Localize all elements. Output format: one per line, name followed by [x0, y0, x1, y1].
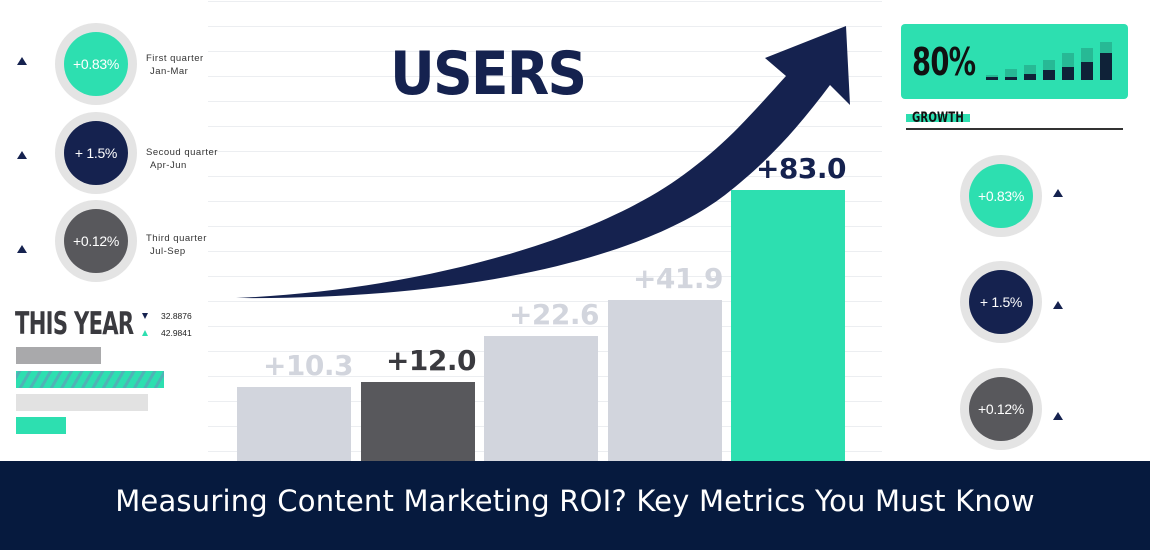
bar-2-label: +12.0 — [385, 344, 477, 377]
mini-bar — [1043, 70, 1055, 80]
quarter-label: Third quarter Jul-Sep — [146, 232, 207, 258]
growth-highlight — [906, 114, 970, 122]
bar-1 — [237, 387, 351, 461]
quarter-period: Apr-Jun — [150, 160, 187, 171]
growth-card: 80% — [901, 24, 1128, 99]
bar-2 — [361, 382, 475, 461]
this-year-bar-1 — [16, 347, 101, 364]
quarter-period: Jul-Sep — [150, 246, 186, 257]
mini-bar-bg — [1005, 69, 1017, 80]
quarter-label: Secoud quarter Apr-Jun — [146, 146, 218, 172]
triangle-up-icon — [1053, 301, 1063, 309]
bar-3 — [484, 336, 598, 461]
right-stat-ring-3: +0.12% — [960, 368, 1042, 450]
stat-value: +0.12% — [72, 233, 120, 249]
this-year-bar-3 — [16, 394, 148, 411]
quarter-name: First quarter — [146, 53, 204, 64]
footer-title: Measuring Content Marketing ROI? Key Met… — [115, 483, 1035, 518]
stat-circle: +0.12% — [969, 377, 1033, 441]
triangle-up-icon — [1053, 189, 1063, 197]
mini-bar — [1100, 53, 1112, 80]
stat-circle: +0.12% — [64, 209, 128, 273]
gridline — [208, 326, 882, 327]
quarter-stat-3: +0.12% Third quarter Jul-Sep — [0, 200, 220, 284]
stat-value: 32.8876 — [161, 311, 192, 321]
bar-4 — [608, 300, 722, 461]
stat-ring: +0.83% — [55, 23, 137, 105]
triangle-up-icon — [17, 57, 27, 65]
right-stat-ring-1: +0.83% — [960, 155, 1042, 237]
this-year-bar-4 — [16, 417, 66, 434]
triangle-down-icon — [142, 313, 148, 319]
stat-ring: + 1.5% — [55, 112, 137, 194]
gridline — [208, 126, 882, 127]
stat-circle: +0.83% — [969, 164, 1033, 228]
stat-ring: +0.12% — [55, 200, 137, 282]
gridline — [208, 1, 882, 2]
quarter-period: Jan-Mar — [150, 66, 189, 77]
mini-bar — [1005, 77, 1017, 80]
chart-title: USERS — [390, 39, 587, 109]
footer-banner: Measuring Content Marketing ROI? Key Met… — [0, 461, 1150, 550]
bar-1-label: +10.3 — [262, 349, 354, 382]
stat-value: + 1.5% — [979, 294, 1023, 310]
triangle-up-icon — [17, 151, 27, 159]
gridline — [208, 26, 882, 27]
mini-bar — [1081, 62, 1093, 80]
mini-bar — [1024, 74, 1036, 80]
stat-circle: + 1.5% — [64, 121, 128, 185]
quarter-name: Third quarter — [146, 233, 207, 244]
triangle-up-icon — [17, 245, 27, 253]
stat-value: +0.83% — [72, 56, 120, 72]
stat-circle: +0.83% — [64, 32, 128, 96]
mini-bar — [986, 77, 998, 80]
stat-value: 42.9841 — [161, 328, 192, 338]
growth-label: GROWTH — [912, 110, 964, 126]
stat-circle: + 1.5% — [969, 270, 1033, 334]
bar-3-label: +22.6 — [508, 298, 600, 331]
gridline — [208, 301, 882, 302]
mini-bar — [1062, 67, 1074, 80]
triangle-up-icon — [142, 330, 148, 336]
stat-value: +0.83% — [977, 188, 1025, 204]
this-year-title: THIS YEAR — [15, 306, 134, 342]
quarter-label: First quarter Jan-Mar — [146, 52, 204, 78]
bar-5-label: +83.0 — [755, 152, 847, 185]
quarter-stat-1: +0.83% First quarter Jan-Mar — [0, 23, 220, 107]
stat-value: + 1.5% — [74, 145, 118, 161]
right-stat-ring-2: + 1.5% — [960, 261, 1042, 343]
growth-percent: 80% — [912, 40, 976, 84]
triangle-up-icon — [1053, 412, 1063, 420]
this-year-bar-2 — [16, 371, 164, 388]
quarter-name: Secoud quarter — [146, 147, 218, 158]
bar-5 — [731, 190, 845, 461]
quarter-stat-2: + 1.5% Secoud quarter Apr-Jun — [0, 112, 220, 196]
bar-4-label: +41.9 — [632, 262, 724, 295]
stat-value: +0.12% — [977, 401, 1025, 417]
divider — [906, 128, 1123, 130]
